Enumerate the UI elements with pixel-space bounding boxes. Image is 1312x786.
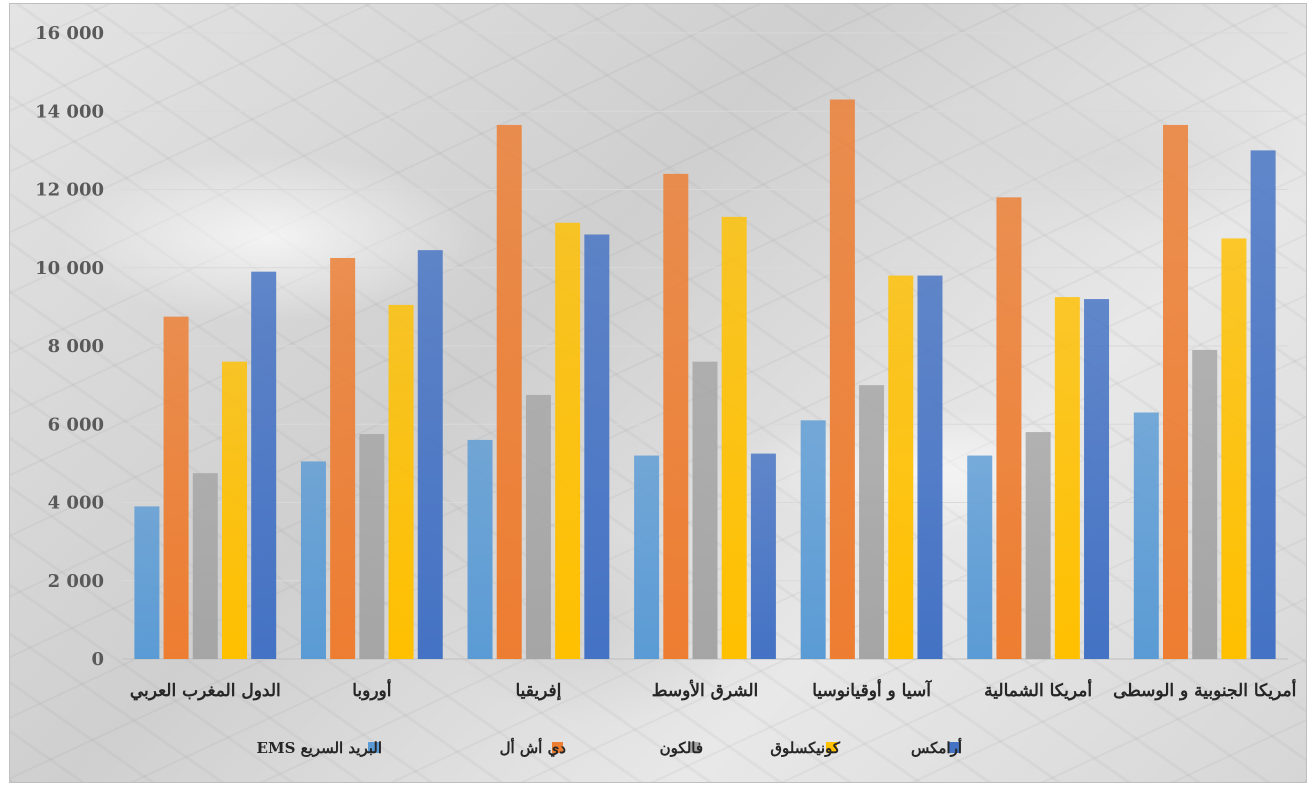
y-tick-label: 6 000 [48,414,104,435]
y-tick-label: 8 000 [48,336,104,357]
bar [192,473,218,659]
x-tick-label: أمريكا الجنوبية و الوسطى [1113,678,1297,701]
y-tick-label: 10 000 [35,258,104,279]
bar [1025,432,1051,659]
legend-swatch [689,742,700,753]
legend-swatch [948,742,959,753]
x-tick-label: آسيا و أوقيانوسيا [812,678,932,701]
bar [1133,412,1159,659]
bar [555,222,581,659]
bar [1221,238,1247,659]
y-tick-label: 0 [91,649,104,670]
legend-swatch [368,742,379,753]
bar [888,275,914,659]
x-tick-label: أمريكا الشمالية [984,678,1092,701]
legend: البريد السريع EMS دي أش أل فالكون كونيكسلوق… [257,737,962,758]
y-tick-label: 2 000 [48,571,104,592]
legend-label: كونيكسلوق [770,739,840,757]
y-axis-ticks: 0 2 000 4 000 6 000 8 000 10 000 12 000 14 000 1… [35,23,104,670]
bar [1084,299,1110,659]
bar [800,420,826,659]
bar [996,197,1022,659]
y-tick-label: 4 000 [48,493,104,514]
bar [163,316,189,659]
x-tick-label: الشرق الأوسط [652,679,759,701]
x-axis-ticks: الدول المغرب العربي أوروبا إفريقيا الشرق ال… [130,678,1297,701]
y-tick-label: 14 000 [35,101,104,122]
bar [829,99,855,659]
bar [750,453,776,659]
bar [917,275,943,659]
bar [251,271,277,659]
x-tick-label: أوروبا [352,678,392,701]
bar [663,173,689,659]
x-tick-label: الدول المغرب العربي [130,681,281,701]
bar [300,461,326,659]
bar [692,361,718,659]
bar [467,439,493,659]
legend-label: دي أش أل [500,737,567,758]
y-tick-label: 16 000 [35,23,104,44]
legend-swatch [826,742,837,753]
bar [721,216,747,659]
bar [330,257,356,659]
bars [134,99,1276,660]
bar [859,385,885,659]
legend-label: أرامكس [911,737,962,757]
bar [1054,297,1080,659]
bar [417,250,443,660]
bar [967,455,993,659]
bar [634,455,660,659]
y-tick-label: 12 000 [35,180,104,201]
bar [388,304,414,659]
bar [1250,150,1276,659]
legend-label: فالكون [660,739,703,757]
bar [1192,349,1218,659]
x-tick-label: إفريقيا [515,681,561,701]
legend-swatch [552,742,563,753]
legend-label: البريد السريع EMS [257,739,382,757]
bar [525,394,551,659]
bar [1163,124,1189,660]
bar [584,234,610,659]
bar [359,434,385,659]
bar [221,361,247,659]
bar [134,506,160,659]
bar [496,124,522,660]
